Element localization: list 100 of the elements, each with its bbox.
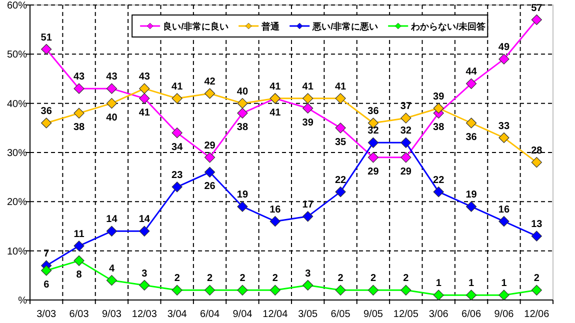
data-label: 49 (498, 42, 510, 54)
point (41, 265, 52, 276)
data-label: 43 (106, 72, 118, 83)
point (302, 93, 314, 104)
data-label: 11 (74, 228, 85, 240)
point (41, 118, 52, 128)
data-label: 41 (172, 81, 184, 92)
point (106, 226, 118, 236)
data-label: 38 (73, 122, 86, 134)
x-tick-label: 12/05 (393, 309, 419, 320)
x-tick-label: 3/04 (167, 309, 188, 320)
legend-label: わからない/未回答 (410, 22, 487, 32)
x-tick-label: 6/03 (69, 309, 90, 320)
data-label: 32 (368, 126, 380, 137)
point (466, 201, 477, 212)
point (172, 284, 182, 296)
point (498, 132, 510, 144)
y-tick-label: 20% (6, 197, 28, 208)
point (335, 186, 346, 198)
y-tick-label: 10% (6, 246, 28, 258)
x-tick-label: 12/06 (524, 309, 550, 320)
point (368, 137, 379, 148)
data-label: 41 (270, 107, 282, 118)
data-label: 3 (142, 268, 148, 280)
point (368, 284, 379, 296)
data-label: 29 (204, 140, 216, 152)
data-label: 19 (466, 190, 478, 201)
point (433, 186, 444, 198)
x-tick-label: 9/05 (363, 309, 384, 320)
point (41, 44, 52, 55)
data-label: 2 (403, 273, 410, 284)
x-tick-label: 9/06 (494, 309, 514, 320)
point (139, 83, 150, 94)
data-label: 39 (302, 117, 314, 128)
point (400, 152, 412, 163)
point (335, 122, 346, 134)
data-label: 42 (204, 76, 216, 88)
point (335, 93, 346, 104)
x-tick-label: 9/04 (232, 309, 253, 320)
data-label: 43 (138, 72, 150, 83)
data-label: 34 (172, 142, 184, 153)
data-label: 36 (40, 106, 52, 117)
data-label: 41 (270, 81, 282, 92)
data-label: 22 (334, 174, 347, 186)
data-label: 41 (302, 81, 314, 92)
y-tick-label: 50% (6, 50, 28, 61)
data-label: 29 (400, 166, 412, 178)
point (237, 98, 248, 109)
point (498, 216, 510, 227)
point (106, 98, 118, 109)
point (368, 152, 379, 163)
y-tick-label: 60% (6, 0, 28, 12)
point (400, 137, 412, 148)
point (172, 128, 182, 138)
data-label: 6 (44, 280, 50, 290)
data-label: 14 (106, 214, 118, 226)
legend-label: 良い/非常に良い (163, 22, 229, 32)
y-tick-label: % (18, 296, 28, 306)
point (433, 290, 444, 300)
data-label: 2 (272, 273, 278, 284)
point (400, 112, 412, 124)
y-tick-label: 30% (6, 148, 28, 159)
point (433, 102, 444, 114)
data-label: 29 (368, 166, 380, 178)
point (531, 157, 542, 168)
data-label: 2 (207, 273, 213, 284)
y-tick-label: 40% (6, 98, 28, 110)
point (204, 88, 216, 99)
x-tick-label: 6/05 (330, 309, 351, 320)
data-label: 43 (73, 72, 86, 83)
data-label: 22 (433, 174, 445, 186)
legend-label: 悪い/非常に悪い (312, 22, 378, 32)
point (204, 152, 216, 163)
point (237, 284, 248, 296)
data-label: 23 (172, 170, 184, 181)
data-label: 33 (498, 120, 510, 132)
point (531, 284, 542, 296)
data-label: 1 (468, 278, 474, 290)
point (172, 93, 182, 104)
point (466, 290, 477, 300)
data-label: 14 (138, 214, 150, 226)
x-tick-label: 12/03 (132, 309, 158, 320)
point (237, 108, 248, 118)
data-label: 26 (204, 181, 216, 192)
data-label: 2 (370, 273, 376, 284)
data-label: 2 (534, 273, 540, 284)
point (302, 102, 314, 114)
point (466, 78, 477, 89)
data-label: 39 (433, 91, 445, 102)
point (270, 284, 280, 296)
point (172, 182, 182, 192)
point (139, 280, 150, 291)
data-label: 51 (40, 32, 52, 44)
point (237, 201, 248, 212)
data-label: 40 (106, 112, 118, 124)
x-tick-label: 3/03 (36, 309, 57, 320)
data-label: 19 (236, 190, 248, 201)
point (531, 14, 542, 26)
point (204, 166, 216, 178)
data-label: 35 (334, 136, 347, 148)
